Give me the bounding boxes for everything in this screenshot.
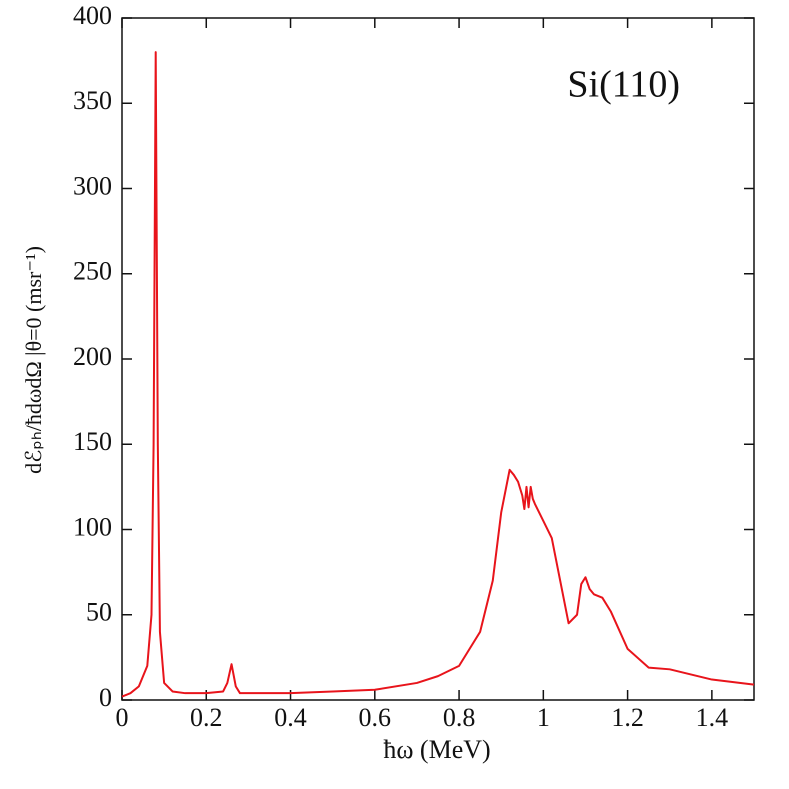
annotation: Si(110): [567, 64, 680, 106]
data-line: [121, 51, 755, 698]
x-tick-label: 0.2: [190, 703, 223, 732]
y-tick-label: 100: [73, 512, 112, 541]
y-tick-label: 0: [99, 683, 112, 712]
x-tick-label: 0: [116, 703, 129, 732]
x-tick-label: 1.2: [611, 703, 644, 732]
y-axis-label: dℰₚₕ/ħdωdΩ |θ=0 (msr⁻¹): [21, 246, 46, 474]
y-tick-label: 350: [73, 86, 112, 115]
x-tick-label: 0.6: [359, 703, 392, 732]
y-tick-label: 50: [86, 598, 112, 627]
x-axis-label: ħω (MeV): [383, 735, 490, 764]
x-tick-label: 1: [537, 703, 550, 732]
y-tick-label: 300: [73, 171, 112, 200]
plot-frame: [121, 17, 755, 701]
y-tick-label: 200: [73, 342, 112, 371]
y-tick-label: 250: [73, 257, 112, 286]
y-tick-label: 150: [73, 427, 112, 456]
x-tick-label: 1.4: [696, 703, 729, 732]
y-tick-label: 400: [73, 1, 112, 30]
x-tick-label: 0.4: [274, 703, 307, 732]
x-tick-label: 0.8: [443, 703, 476, 732]
